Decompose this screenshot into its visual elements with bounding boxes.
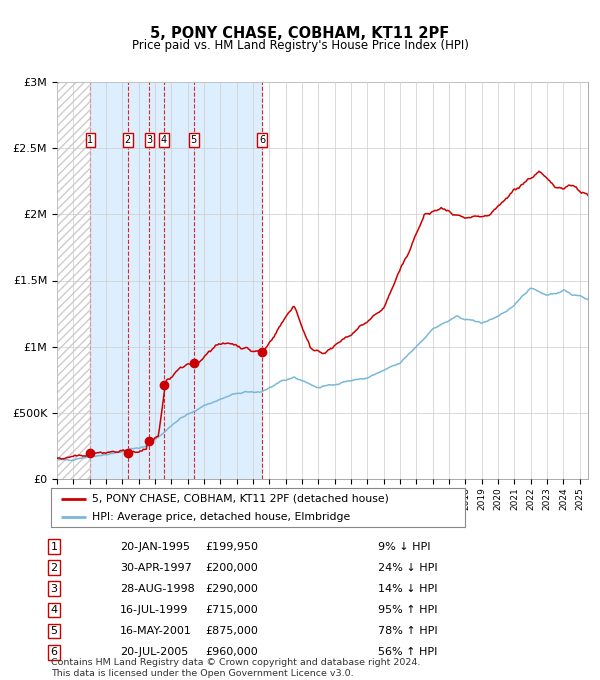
Text: 6: 6: [259, 135, 265, 145]
Text: £200,000: £200,000: [205, 563, 258, 573]
Text: 95% ↑ HPI: 95% ↑ HPI: [378, 605, 437, 615]
Text: Contains HM Land Registry data © Crown copyright and database right 2024.: Contains HM Land Registry data © Crown c…: [51, 658, 421, 667]
Text: This data is licensed under the Open Government Licence v3.0.: This data is licensed under the Open Gov…: [51, 668, 353, 678]
Text: 1: 1: [88, 135, 94, 145]
Text: 16-MAY-2001: 16-MAY-2001: [120, 626, 192, 636]
Text: 4: 4: [50, 605, 58, 615]
Text: Price paid vs. HM Land Registry's House Price Index (HPI): Price paid vs. HM Land Registry's House …: [131, 39, 469, 52]
Text: 3: 3: [146, 135, 152, 145]
Text: 20-JAN-1995: 20-JAN-1995: [120, 542, 190, 551]
Text: 5, PONY CHASE, COBHAM, KT11 2PF: 5, PONY CHASE, COBHAM, KT11 2PF: [151, 26, 449, 41]
Text: HPI: Average price, detached house, Elmbridge: HPI: Average price, detached house, Elmb…: [92, 512, 350, 522]
Text: £715,000: £715,000: [205, 605, 258, 615]
Text: 5: 5: [50, 626, 58, 636]
Text: 6: 6: [50, 647, 58, 657]
Text: 5, PONY CHASE, COBHAM, KT11 2PF (detached house): 5, PONY CHASE, COBHAM, KT11 2PF (detache…: [92, 494, 389, 504]
Text: 28-AUG-1998: 28-AUG-1998: [120, 584, 195, 594]
Text: £290,000: £290,000: [205, 584, 258, 594]
Text: £199,950: £199,950: [205, 542, 258, 551]
Text: 56% ↑ HPI: 56% ↑ HPI: [378, 647, 437, 657]
Text: 2: 2: [125, 135, 131, 145]
Text: 30-APR-1997: 30-APR-1997: [120, 563, 192, 573]
Bar: [91, 82, 262, 479]
Text: 3: 3: [50, 584, 58, 594]
Text: £960,000: £960,000: [205, 647, 258, 657]
Text: 78% ↑ HPI: 78% ↑ HPI: [378, 626, 437, 636]
Text: 2: 2: [50, 563, 58, 573]
Text: 4: 4: [161, 135, 167, 145]
Text: 16-JUL-1999: 16-JUL-1999: [120, 605, 188, 615]
Text: 5: 5: [191, 135, 197, 145]
Text: 24% ↓ HPI: 24% ↓ HPI: [378, 563, 437, 573]
Text: £875,000: £875,000: [205, 626, 258, 636]
Text: 20-JUL-2005: 20-JUL-2005: [120, 647, 188, 657]
Text: 1: 1: [50, 542, 58, 551]
Text: 14% ↓ HPI: 14% ↓ HPI: [378, 584, 437, 594]
Bar: [57, 82, 91, 479]
Text: 9% ↓ HPI: 9% ↓ HPI: [378, 542, 431, 551]
